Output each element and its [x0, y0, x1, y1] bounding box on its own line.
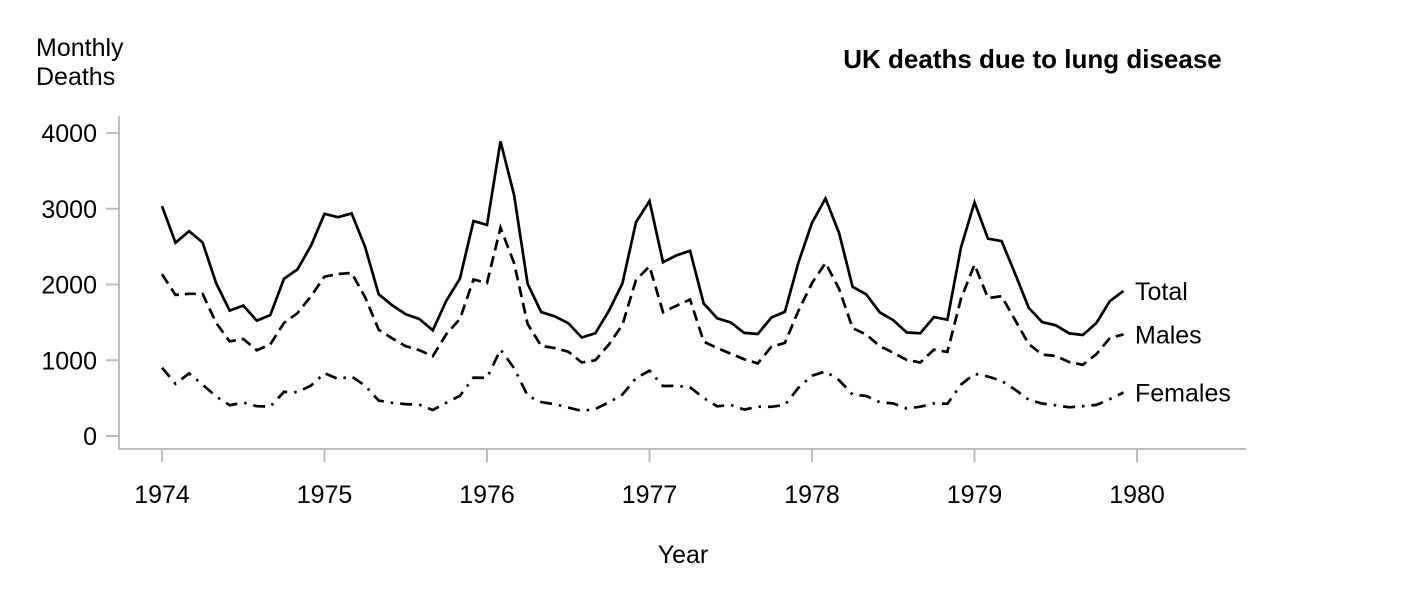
series-line-females — [160, 346, 1125, 413]
y-tick-label: 0 — [83, 423, 97, 451]
x-tick-label: 1976 — [459, 481, 515, 509]
x-tick-label: 1980 — [1109, 481, 1165, 509]
y-tick-label: 2000 — [41, 272, 97, 300]
chart-title: UK deaths due to lung disease — [843, 44, 1222, 74]
y-tick-label: 1000 — [41, 347, 97, 375]
x-tick-label: 1975 — [297, 481, 353, 509]
axes — [118, 116, 1246, 450]
x-axis-title: Year — [657, 541, 709, 569]
series-line-total — [160, 140, 1125, 340]
x-tick-label: 1979 — [947, 481, 1003, 509]
y-tick-label: 3000 — [41, 196, 97, 224]
x-tick-label: 1978 — [784, 481, 840, 509]
y-tick-label: 4000 — [41, 120, 97, 148]
series-line-males — [160, 223, 1124, 367]
series-label-females: Females — [1135, 380, 1231, 408]
series-label-males: Males — [1135, 321, 1202, 349]
x-tick-label: 1977 — [622, 481, 678, 509]
x-tick-label: 1974 — [134, 481, 190, 509]
series-label-total: Total — [1135, 278, 1188, 306]
y-axis-title: Monthly Deaths — [36, 34, 124, 91]
